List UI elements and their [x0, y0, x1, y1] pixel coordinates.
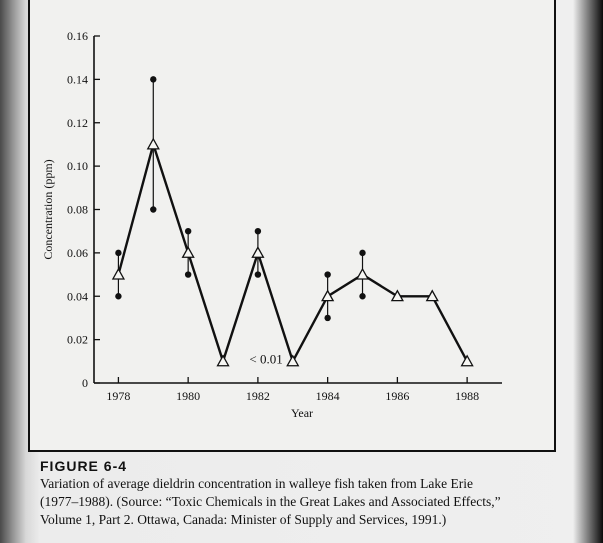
range-high-dot [254, 227, 262, 235]
chart-labels: Concentration (ppm) Year < 0.01 [41, 159, 313, 420]
series-line [117, 140, 469, 366]
y-tick-label: 0.12 [67, 116, 88, 130]
y-tick-label: 0.04 [67, 289, 88, 303]
range-high-dot [150, 76, 157, 83]
data-point-triangle [355, 267, 370, 280]
x-tick-label: 1978 [106, 389, 130, 403]
x-tick-label: 1988 [455, 389, 479, 403]
y-axis-label: Concentration (ppm) [41, 159, 55, 259]
x-tick-label: 1984 [316, 389, 340, 403]
chart-range-bars [115, 76, 366, 322]
range-low-dot [115, 293, 122, 300]
y-tick-label: 0.10 [67, 159, 88, 173]
chart-ticks: 0 0.02 0.04 0.06 0.08 0.10 0.12 0.14 0.16 1978 198… [67, 29, 479, 403]
data-point-triangle [425, 289, 439, 302]
x-axis-label: Year [291, 406, 313, 420]
caption-line-1: Variation of average dieldrin concentrat… [40, 476, 473, 491]
range-low-dot [254, 271, 262, 278]
figure-panel [28, 0, 556, 452]
figure-caption: FIGURE 6-4 Variation of average dieldrin… [40, 458, 560, 528]
y-tick-label: 0.02 [67, 333, 88, 347]
y-tick-label: 0.06 [67, 246, 88, 260]
y-tick-label: 0 [82, 376, 88, 390]
range-low-dot [359, 293, 366, 300]
data-point-triangle [146, 137, 160, 150]
y-tick-label: 0.16 [67, 29, 88, 43]
range-low-dot [150, 206, 157, 213]
data-point-triangle [286, 354, 300, 367]
data-point-triangle [460, 354, 474, 367]
data-point-triangle [321, 289, 335, 302]
x-tick-label: 1982 [246, 389, 270, 403]
range-low-dot [184, 271, 192, 278]
figure-label: FIGURE 6-4 [40, 458, 128, 474]
data-point-triangle [251, 246, 265, 258]
data-point-triangle [390, 289, 404, 302]
x-tick-label: 1986 [385, 389, 409, 403]
caption-line-2: (1977–1988). (Source: “Toxic Chemicals i… [40, 494, 501, 509]
y-tick-label: 0.08 [67, 203, 88, 217]
x-tick-label: 1980 [176, 389, 200, 403]
range-low-dot [324, 314, 331, 322]
annotation-label: < 0.01 [249, 351, 282, 366]
data-point-triangle [181, 246, 195, 258]
range-high-dot [359, 249, 366, 257]
range-high-dot [184, 227, 192, 235]
range-high-dot [115, 249, 122, 257]
y-tick-label: 0.14 [67, 72, 88, 86]
caption-line-3: Volume 1, Part 2. Ottawa, Canada: Minist… [40, 512, 447, 527]
data-point-triangle [111, 267, 126, 280]
range-high-dot [324, 271, 331, 278]
chart-series [111, 137, 474, 367]
data-point-triangle [216, 354, 230, 367]
